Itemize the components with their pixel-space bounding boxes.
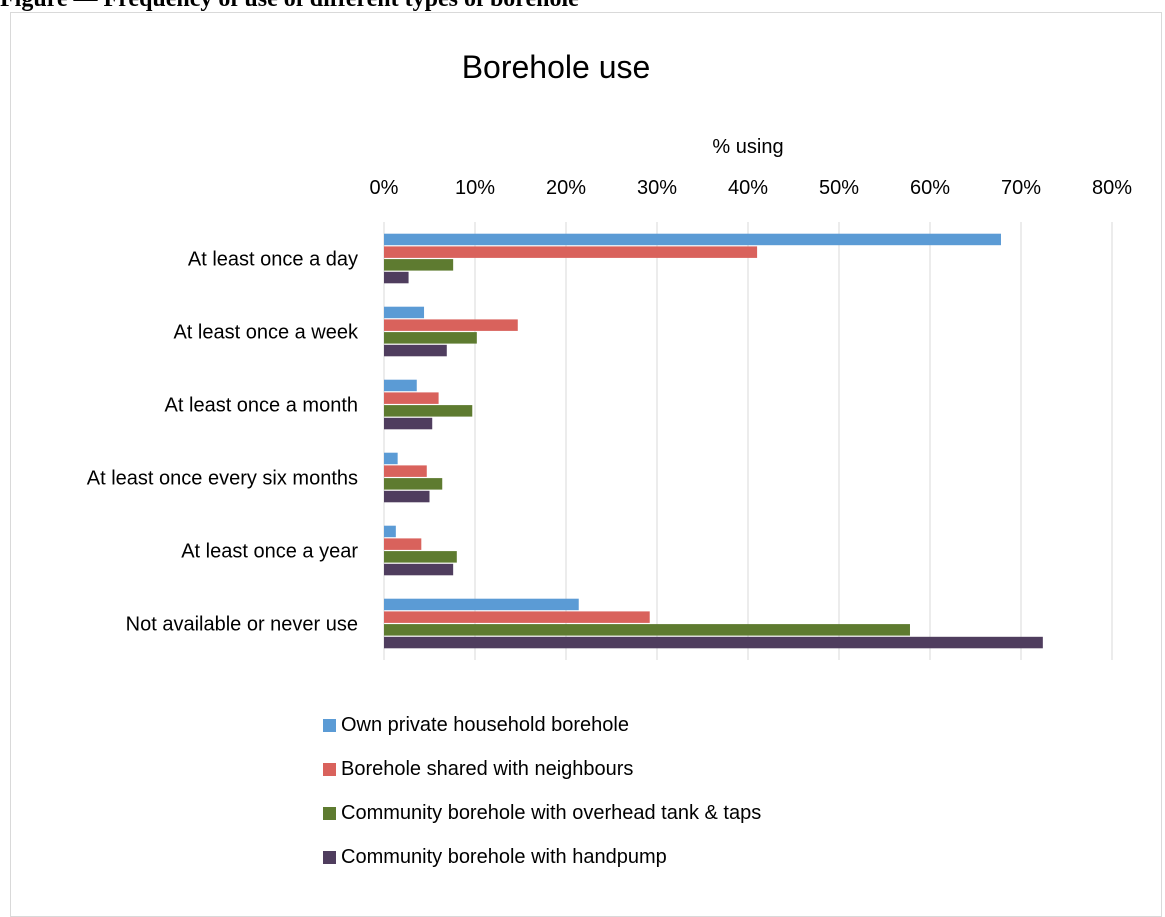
bar [384, 611, 650, 623]
legend-label: Own private household borehole [341, 713, 629, 736]
bar [384, 392, 439, 404]
legend-item: Community borehole with handpump [323, 842, 761, 872]
x-tick-label: 20% [546, 177, 586, 199]
x-tick-label: 30% [637, 177, 677, 199]
figure-caption: Figure — Frequency of use of different t… [0, 0, 1165, 12]
legend-swatch [323, 718, 336, 732]
chart-title: Borehole use [462, 49, 651, 85]
bar [384, 379, 417, 392]
bar [384, 271, 409, 284]
legend-swatch [323, 850, 336, 864]
x-tick-label: 60% [910, 177, 950, 199]
category-label: At least once a month [165, 395, 358, 417]
category-labels: At least once a day At least once a week A… [87, 249, 359, 636]
bar [384, 636, 1043, 649]
bar [384, 405, 473, 417]
x-tick-label: 70% [1001, 177, 1041, 199]
bar [384, 246, 758, 258]
bar [384, 624, 910, 636]
category-label: At least once every six months [87, 468, 358, 490]
legend: Own private household borehole Borehole s… [323, 710, 761, 886]
legend-item: Own private household borehole [323, 710, 761, 740]
x-tick-labels: 0% 10% 20% 30% 40% 50% 60% 70% 80% [370, 177, 1133, 199]
legend-swatch [323, 762, 336, 776]
bar [384, 525, 396, 538]
x-axis-label: % using [712, 136, 783, 158]
bar [384, 332, 477, 344]
category-label: At least once a day [188, 249, 358, 271]
category-label: At least once a year [181, 541, 358, 563]
chart-frame [10, 12, 1162, 917]
bar [384, 490, 430, 503]
legend-swatch [323, 806, 336, 820]
legend-item: Community borehole with overhead tank & … [323, 798, 761, 828]
x-tick-label: 80% [1092, 177, 1132, 199]
x-tick-label: 40% [728, 177, 768, 199]
bars [384, 233, 1043, 649]
bar [384, 452, 398, 465]
legend-label: Community borehole with overhead tank & … [341, 801, 762, 824]
bar [384, 551, 457, 563]
legend-label: Community borehole with handpump [341, 845, 667, 868]
bar [384, 563, 454, 576]
gridlines [383, 222, 1113, 660]
x-tick-label: 10% [455, 177, 495, 199]
bar [384, 233, 1001, 246]
bar [384, 478, 443, 490]
legend-label: Borehole shared with neighbours [341, 757, 634, 780]
legend-item: Borehole shared with neighbours [323, 754, 761, 784]
bar [384, 259, 454, 271]
category-label: At least once a week [173, 322, 359, 344]
bar [384, 306, 425, 319]
bar [384, 417, 433, 430]
category-label: Not available or never use [126, 614, 358, 636]
x-tick-label: 50% [819, 177, 859, 199]
bar [384, 465, 427, 477]
bar [384, 319, 518, 331]
bar [384, 598, 579, 611]
bar [384, 538, 422, 550]
bar [384, 344, 447, 357]
x-tick-label: 0% [370, 177, 399, 199]
